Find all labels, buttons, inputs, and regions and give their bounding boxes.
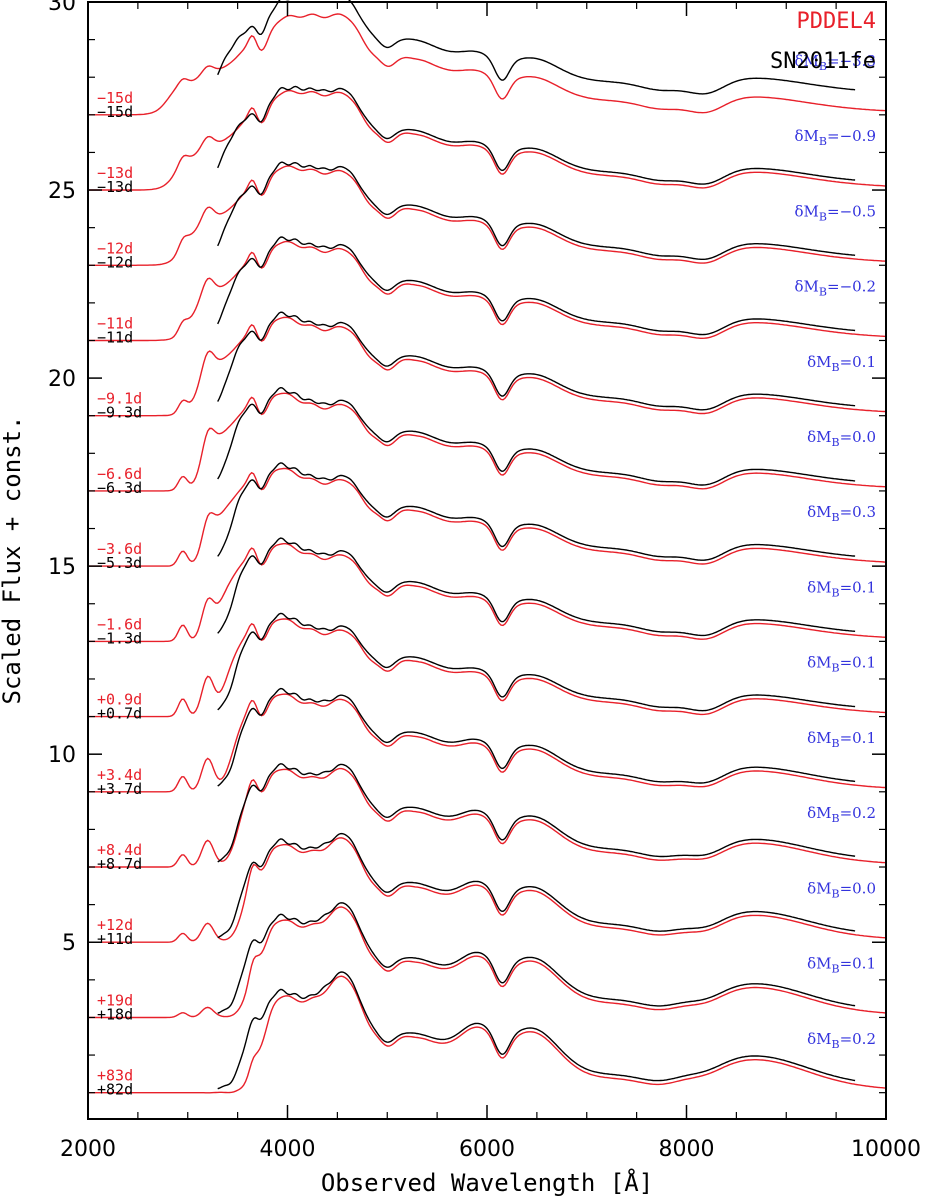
delta-mb-label: δMB=0.3 [807, 503, 876, 524]
observed-spectrum-line [217, 902, 856, 1014]
observed-spectrum-line [217, 311, 856, 411]
model-phase-label: −12d [97, 239, 133, 257]
delta-mb-label: δMB=−0.9 [795, 127, 876, 148]
obs-phase-label: −1.3d [97, 629, 142, 647]
model-spectrum-line [88, 392, 887, 492]
model-spectrum-line [88, 543, 887, 643]
model-spectrum-line [88, 165, 887, 266]
obs-phase-label: +11d [97, 930, 133, 948]
y-tick-label: 5 [62, 931, 76, 956]
model-phase-label: +0.9d [97, 691, 142, 709]
delta-mb-label: δMB=0.2 [807, 804, 876, 825]
model-phase-label: +19d [97, 991, 133, 1009]
model-spectrum-line [88, 89, 887, 191]
observed-spectrum-line [217, 971, 856, 1090]
model-spectrum-line [88, 240, 887, 342]
legend-model-label: PDDEL4 [797, 9, 876, 34]
model-phase-label: −9.1d [97, 390, 142, 408]
obs-phase-label: +8.7d [97, 855, 142, 873]
axis-ticks: 2000 4000 6000 8000 10000 5 10 15 20 25 30 [48, 0, 921, 1162]
x-tick-label: 10000 [851, 1137, 921, 1162]
x-tick-label: 4000 [260, 1137, 316, 1162]
obs-phase-label: −5.3d [97, 554, 142, 572]
model-phase-label: −3.6d [97, 540, 142, 558]
delta-mb-label: δMB=−3.3 [795, 52, 876, 73]
x-axis-label: Observed Wavelength [Å] [321, 1168, 653, 1197]
observed-spectrum-line [217, 161, 856, 260]
observed-spectrum-line [217, 85, 856, 185]
obs-phase-label: +18d [97, 1005, 133, 1023]
obs-phase-label: −11d [97, 328, 133, 346]
y-tick-label: 20 [48, 367, 76, 392]
legend-obs-label: SN2011fe [770, 49, 876, 74]
delta-mb-label: δMB=−0.5 [795, 202, 876, 223]
observed-spectrum-line [217, 832, 856, 939]
y-tick-label: 25 [48, 179, 76, 204]
delta-mb-label: δMB=0.1 [807, 578, 876, 599]
observed-spectrum-line [217, 386, 856, 486]
spectra-series [88, 0, 887, 1094]
model-phase-label: +8.4d [97, 841, 142, 859]
observed-spectrum-line [217, 0, 856, 95]
observed-spectrum-line [217, 462, 856, 561]
observed-spectrum-line [217, 537, 856, 637]
model-phase-label: −15d [97, 89, 133, 107]
model-spectrum-line [88, 693, 887, 793]
obs-phase-label: −9.3d [97, 404, 142, 422]
observed-spectrum-line [217, 687, 856, 787]
obs-phase-label: +82d [97, 1081, 133, 1099]
x-tick-label: 8000 [659, 1137, 715, 1162]
delta-mb-label: δMB=0.2 [807, 1030, 876, 1051]
model-phase-label: −13d [97, 164, 133, 182]
model-phase-label: +83d [97, 1067, 133, 1085]
delta-mb-label: δMB=−0.2 [795, 278, 876, 299]
model-spectrum-line [88, 767, 887, 868]
model-spectrum-line [88, 975, 887, 1094]
delta-mb-label: δMB=0.0 [807, 879, 876, 900]
observed-spectrum-line [217, 763, 856, 863]
x-tick-label: 6000 [459, 1137, 515, 1162]
y-axis-label: Scaled Flux + const. [0, 416, 26, 705]
y-tick-label: 30 [48, 0, 76, 16]
y-tick-label: 10 [48, 743, 76, 768]
delta-mb-label: δMB=0.0 [807, 428, 876, 449]
model-phase-label: −1.6d [97, 615, 142, 633]
model-phase-label: −6.6d [97, 465, 142, 483]
delta-mb-label: δMB=0.1 [807, 654, 876, 675]
x-tick-label: 2000 [60, 1137, 116, 1162]
model-spectrum-line [88, 467, 887, 567]
observed-spectrum-line [217, 236, 856, 336]
obs-phase-label: +3.7d [97, 780, 142, 798]
observed-spectrum-line [217, 612, 856, 712]
delta-mb-label: δMB=0.1 [807, 729, 876, 750]
delta-mb-label: δMB=0.1 [807, 353, 876, 374]
model-spectrum-line [88, 316, 887, 417]
model-phase-label: −11d [97, 314, 133, 332]
model-spectrum-line [88, 906, 887, 1019]
model-spectrum-line [88, 618, 887, 718]
y-tick-label: 15 [48, 555, 76, 580]
model-spectrum-line [88, 837, 887, 943]
model-phase-label: +3.4d [97, 766, 142, 784]
epoch-labels: −15d−15d δMB=−3.3 −13d−13d δMB=−0.9 −12d−12d… [97, 52, 876, 1099]
obs-phase-label: −13d [97, 178, 133, 196]
obs-phase-label: −12d [97, 253, 133, 271]
model-spectrum-line [88, 13, 887, 116]
obs-phase-label: +0.7d [97, 705, 142, 723]
obs-phase-label: −15d [97, 103, 133, 121]
model-phase-label: +12d [97, 916, 133, 934]
delta-mb-label: δMB=0.1 [807, 955, 876, 976]
obs-phase-label: −6.3d [97, 479, 142, 497]
